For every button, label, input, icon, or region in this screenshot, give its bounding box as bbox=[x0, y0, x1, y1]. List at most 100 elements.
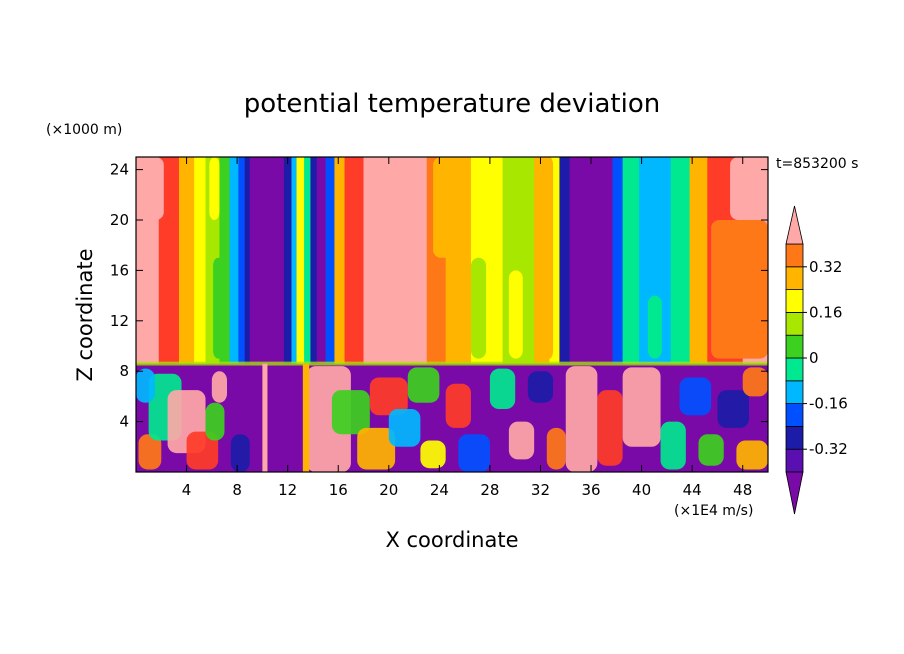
colorbar-tick-label: -0.16 bbox=[809, 395, 848, 413]
contour-band bbox=[612, 157, 624, 364]
x-axis-title: X coordinate bbox=[385, 528, 518, 552]
contour-band bbox=[158, 157, 180, 364]
colorbar-swatch bbox=[785, 266, 804, 290]
thin-column bbox=[262, 363, 268, 472]
contour-band bbox=[316, 157, 327, 364]
colorbar-swatch bbox=[785, 448, 804, 473]
contour-band bbox=[194, 157, 207, 364]
turbulent-patch bbox=[527, 371, 554, 403]
turbulent-patch bbox=[546, 427, 566, 470]
x-tick-label: 4 bbox=[182, 481, 192, 499]
contour-band bbox=[559, 157, 571, 364]
contour-band bbox=[622, 157, 640, 364]
turbulent-patch bbox=[660, 421, 686, 470]
x-tick-label: 48 bbox=[733, 481, 752, 499]
turbulent-patch bbox=[565, 366, 598, 472]
contour-band bbox=[283, 157, 293, 364]
turbulent-patch bbox=[211, 371, 228, 403]
contour-region bbox=[470, 257, 487, 359]
contour-band bbox=[178, 157, 195, 364]
thin-column bbox=[302, 363, 310, 472]
turbulent-patch bbox=[508, 421, 535, 460]
time-label: t=853200 s bbox=[776, 156, 858, 172]
turbulent-patch bbox=[445, 383, 471, 428]
contour-region bbox=[433, 157, 471, 258]
turbulent-patch bbox=[622, 367, 661, 447]
y-axis-ticks: 4 8 12 16 20 24 bbox=[110, 161, 768, 431]
colorbar-swatch bbox=[785, 243, 804, 268]
contour-band bbox=[244, 157, 251, 364]
contour-band bbox=[689, 157, 708, 364]
contour-band bbox=[344, 157, 365, 364]
turbulent-patch bbox=[138, 434, 162, 470]
contour-band bbox=[304, 157, 312, 364]
interface-layer bbox=[136, 361, 768, 366]
turbulent-patch bbox=[331, 390, 370, 435]
turbulent-patch bbox=[136, 368, 155, 403]
y-tick-label: 20 bbox=[110, 211, 129, 229]
turbulent-patch bbox=[489, 368, 516, 409]
contour-region bbox=[136, 157, 164, 220]
plot-frame bbox=[135, 156, 769, 473]
contour-band bbox=[569, 157, 614, 364]
contour-band bbox=[238, 157, 246, 364]
contour-region bbox=[647, 295, 662, 359]
y-tick-label: 16 bbox=[110, 261, 129, 279]
contour-region bbox=[508, 270, 523, 359]
y-axis-title: Z coordinate bbox=[73, 248, 97, 381]
y-tick-label: 12 bbox=[110, 312, 129, 330]
x-tick-label: 12 bbox=[278, 481, 297, 499]
colorbar-extend-top bbox=[785, 205, 804, 245]
x-tick-label: 20 bbox=[379, 481, 398, 499]
contour-band bbox=[310, 157, 318, 364]
x-tick-label: 24 bbox=[430, 481, 449, 499]
contour-band bbox=[325, 157, 336, 364]
turbulent-patch bbox=[369, 377, 408, 416]
y-unit-label: (×1000 m) bbox=[46, 122, 122, 138]
contour-band bbox=[229, 157, 239, 364]
contour-band bbox=[670, 157, 691, 364]
x-unit-label: (×1E4 m/s) bbox=[674, 503, 753, 519]
contour-band bbox=[291, 157, 298, 364]
colorbar-swatch bbox=[785, 425, 804, 450]
turbulent-patch bbox=[458, 434, 490, 472]
turbulent-patch bbox=[736, 440, 768, 470]
turbulent-patch bbox=[357, 427, 396, 470]
contour-band bbox=[296, 157, 305, 364]
x-tick-label: 16 bbox=[329, 481, 348, 499]
contour-band bbox=[549, 157, 561, 364]
turbulent-patch bbox=[186, 431, 219, 470]
colorbar: -0.32 -0.16 0 0.16 0.32 bbox=[785, 205, 848, 515]
x-axis-ticks: 4 8 12 16 20 24 28 32 36 40 44 48 bbox=[182, 157, 752, 499]
colorbar-tick-label: 0.16 bbox=[809, 303, 842, 321]
contour-band bbox=[249, 157, 285, 364]
contour-region bbox=[711, 220, 768, 359]
turbulent-patch bbox=[698, 434, 724, 466]
colorbar-swatch bbox=[785, 334, 804, 359]
colorbar-swatch bbox=[785, 289, 804, 313]
contour-region bbox=[730, 157, 768, 220]
turbulent-patch bbox=[205, 402, 225, 441]
turbulent-patch bbox=[742, 367, 768, 397]
colorbar-tick-label: -0.32 bbox=[809, 440, 848, 458]
y-tick-label: 4 bbox=[119, 413, 129, 431]
contour-region bbox=[545, 157, 554, 359]
colorbar-tick-label: 0.32 bbox=[809, 258, 842, 276]
colorbar-tick-label: 0 bbox=[809, 349, 819, 367]
y-tick-label: 8 bbox=[119, 362, 129, 380]
turbulent-patch bbox=[679, 377, 712, 416]
contour-region bbox=[209, 157, 220, 220]
contour-region bbox=[395, 157, 426, 271]
turbulent-patch bbox=[230, 434, 250, 472]
turbulent-patch bbox=[420, 440, 446, 469]
contour-field bbox=[136, 157, 768, 472]
x-tick-label: 36 bbox=[581, 481, 600, 499]
turbulent-patch bbox=[717, 390, 750, 428]
contour-band bbox=[219, 157, 231, 364]
x-tick-label: 28 bbox=[480, 481, 499, 499]
colorbar-extend-bottom bbox=[785, 471, 804, 515]
colorbar-swatch bbox=[785, 403, 804, 427]
x-tick-label: 44 bbox=[683, 481, 702, 499]
chart-title: potential temperature deviation bbox=[244, 89, 660, 119]
